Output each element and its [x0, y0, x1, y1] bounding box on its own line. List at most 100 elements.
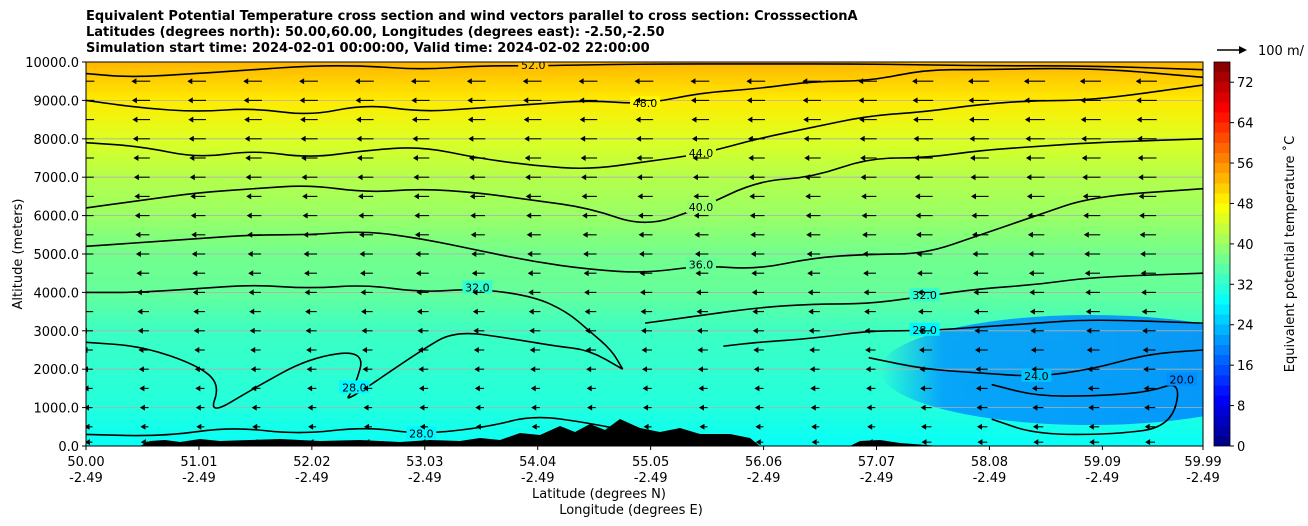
- wind-vector-head: [193, 327, 199, 334]
- wind-vector-head: [1082, 174, 1088, 181]
- contour-line: [86, 284, 624, 370]
- contour-label: 36.0: [689, 259, 714, 272]
- wind-vector-head: [641, 347, 647, 353]
- wind-vector-head: [415, 270, 421, 277]
- x-tick-label-lon: -2.49: [295, 471, 329, 486]
- wind-vector-head: [750, 231, 756, 238]
- wind-vector-head: [977, 439, 983, 446]
- colorbar-tick-label: 72: [1237, 76, 1254, 91]
- wind-vector-head: [968, 116, 974, 123]
- wind-vector-head: [415, 251, 421, 257]
- wind-vector-head: [1137, 135, 1143, 142]
- wind-vector-head: [753, 366, 759, 373]
- contour-line: [86, 187, 1203, 273]
- colorbar-label: Equivalent potential temperature ˚C: [1282, 136, 1298, 372]
- wind-vector-head: [638, 212, 644, 219]
- wind-vector-head: [808, 327, 814, 334]
- x-axis-label-lon: Longitude (degrees E): [559, 503, 703, 518]
- wind-vector-head: [1136, 116, 1142, 123]
- wind-vector-head: [299, 97, 305, 104]
- wind-vector-head: [301, 174, 307, 181]
- wind-vector-head: [1138, 193, 1144, 200]
- x-tick-label-lat: 59.09: [1084, 455, 1121, 470]
- wind-vector-head: [805, 193, 811, 200]
- wind-vector-head: [1144, 404, 1150, 411]
- colorbar-gradient: [1213, 61, 1231, 447]
- wind-vector-head: [358, 212, 364, 219]
- wind-vector-head: [471, 251, 477, 257]
- wind-vector-head: [1027, 212, 1033, 219]
- wind-vector-head: [411, 97, 417, 104]
- wind-vector-head: [467, 97, 473, 104]
- colorbar-tick-label: 16: [1237, 359, 1254, 374]
- x-axis-label-lat: Latitude (degrees N): [532, 487, 666, 502]
- wind-vector-head: [414, 231, 420, 238]
- wind-vector-head: [697, 366, 703, 373]
- wind-vector-head: [914, 174, 920, 181]
- wind-vector-head: [1032, 404, 1038, 411]
- wind-vector-head: [918, 327, 924, 334]
- wind-vector-head: [243, 78, 249, 85]
- wind-vector-head: [695, 270, 701, 277]
- x-tick-label-lat: 56.06: [745, 455, 782, 470]
- wind-vector-head: [251, 385, 257, 392]
- contour-line: [86, 67, 1203, 115]
- wind-vector-head: [526, 212, 532, 219]
- wind-vector-head: [195, 404, 201, 411]
- wind-vector-head: [472, 308, 478, 315]
- wind-vector-head: [194, 366, 200, 373]
- wind-vector-head: [411, 116, 417, 123]
- wind-vector-head: [912, 97, 918, 104]
- wind-vector-head: [410, 78, 416, 85]
- wind-vector-head: [530, 366, 536, 373]
- wind-vector-head: [748, 155, 754, 161]
- contour-line: [86, 84, 1203, 170]
- wind-vector-head: [969, 155, 975, 161]
- wind-vector-head: [917, 289, 923, 296]
- wind-vector-head: [413, 174, 419, 181]
- wind-vector-head: [299, 78, 305, 85]
- wind-vector-head: [139, 385, 145, 392]
- wind-vector-head: [417, 327, 423, 334]
- wind-vector-head: [1079, 78, 1085, 85]
- wind-vector-head: [746, 97, 752, 104]
- colorbar-tick-label: 32: [1237, 278, 1254, 293]
- wind-vector-head: [584, 308, 590, 315]
- wind-vector-head: [694, 231, 700, 238]
- wind-vector-head: [810, 404, 816, 411]
- wind-vector-head: [416, 308, 422, 315]
- wind-vector-head: [528, 289, 534, 296]
- contour-label-bg: [339, 380, 370, 394]
- y-axis: 0.0 1000.0 2000.0 3000.0 4000.0 5000.0 6000.0 7…: [25, 56, 86, 455]
- wind-vector-head: [1024, 116, 1030, 123]
- wind-vector-head: [1029, 308, 1035, 315]
- wind-vector-head: [360, 289, 366, 296]
- wind-vector-head: [1082, 193, 1088, 200]
- wind-vector-head: [586, 366, 592, 373]
- wind-vector-head: [529, 347, 535, 353]
- wind-vector-head: [245, 155, 251, 161]
- wind-vector-head: [195, 385, 201, 392]
- wind-vector-head: [637, 193, 643, 200]
- wind-vector-head: [416, 289, 422, 296]
- wind-vector-head: [412, 155, 418, 161]
- wind-vector-head: [417, 347, 423, 353]
- wind-vector-head: [1136, 97, 1142, 104]
- wind-vector-head: [302, 193, 308, 200]
- wind-vector-head: [194, 347, 200, 353]
- wind-vector-head: [1084, 270, 1090, 277]
- wind-vector-head: [470, 231, 476, 238]
- wind-vector-head: [754, 404, 760, 411]
- wind-vector-head: [362, 347, 368, 353]
- x-tick-label-lon: -2.49: [521, 471, 555, 486]
- wind-vector-head: [866, 385, 872, 392]
- wind-vector-head: [77, 117, 82, 123]
- wind-vector-head: [468, 135, 474, 142]
- contour-line: [723, 319, 1203, 347]
- wind-vector-head: [920, 385, 926, 392]
- wind-vector-head: [755, 439, 761, 446]
- contour-line: [644, 272, 1203, 324]
- x-tick-label-lon: -2.49: [1186, 471, 1220, 486]
- wind-vector-head: [419, 404, 425, 411]
